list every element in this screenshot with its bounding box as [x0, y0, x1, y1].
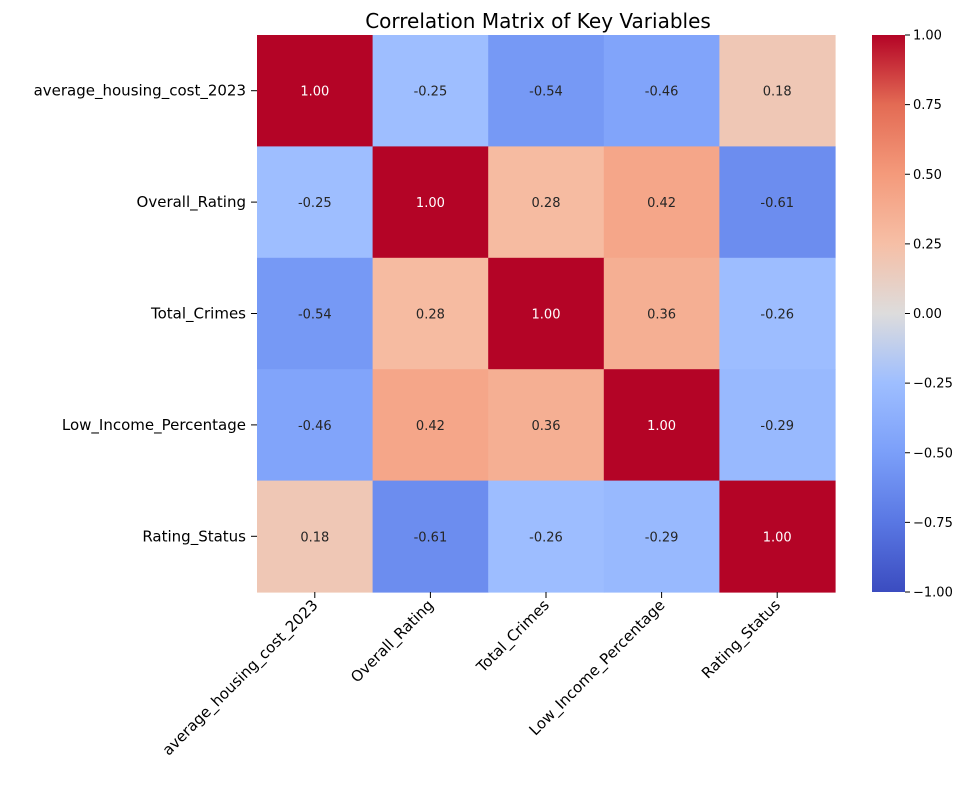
colorbar-tick-label: 0.00	[913, 307, 942, 322]
heatmap-cell	[719, 480, 836, 593]
y-tick-label: Rating_Status	[142, 527, 246, 546]
colorbar-tick-label: 1.00	[913, 29, 942, 44]
cell-value-label: -0.29	[645, 530, 679, 545]
heatmap-cell	[257, 257, 374, 370]
cell-value-label: 0.36	[647, 308, 676, 323]
heatmap-cell	[603, 369, 720, 482]
cell-value-label: 0.18	[300, 530, 329, 545]
heatmap-cell	[719, 35, 836, 147]
cell-value-label: -0.25	[298, 196, 332, 211]
heatmap-cell	[488, 35, 605, 147]
x-tick-label: average_housing_cost_2023	[159, 596, 323, 760]
colorbar-gradient	[872, 35, 905, 592]
heatmap-cell	[603, 35, 720, 147]
cell-value-label: 1.00	[763, 530, 792, 545]
heatmap-cell	[719, 369, 836, 482]
heatmap-cell	[719, 146, 836, 259]
y-tick-label: Overall_Rating	[137, 193, 246, 212]
heatmap-cell	[719, 257, 836, 370]
cell-value-label: -0.26	[760, 308, 794, 323]
heatmap-cell	[257, 480, 374, 593]
heatmap-cell	[257, 369, 374, 482]
chart-title: Correlation Matrix of Key Variables	[365, 9, 711, 33]
cell-value-label: 0.28	[416, 308, 445, 323]
heatmap-cell	[372, 369, 489, 482]
cell-value-label: -0.61	[414, 530, 448, 545]
heatmap-cell	[372, 257, 489, 370]
cell-value-label: -0.61	[760, 196, 794, 211]
x-tick-label: Rating_Status	[698, 596, 785, 683]
cell-value-label: -0.46	[645, 85, 679, 100]
cell-value-label: -0.25	[414, 85, 448, 100]
heatmap-cell	[603, 480, 720, 593]
colorbar-ticks: 1.00 0.75 0.50 0.25 0.00 −0.25 −0.50 −0.75 −1.00	[905, 29, 953, 601]
cell-value-label: 0.42	[647, 196, 676, 211]
heatmap-cell	[488, 257, 605, 370]
cell-value-label: 1.00	[647, 419, 676, 434]
heatmap-cell	[488, 369, 605, 482]
heatmap-cells: 1.00 -0.25 -0.54 -0.46 0.18 -0.25 1.00 0.28 0.42…	[257, 35, 836, 593]
cell-value-label: 0.36	[532, 419, 561, 434]
cell-value-label: -0.46	[298, 419, 332, 434]
heatmap-cell	[603, 257, 720, 370]
heatmap-cell	[257, 146, 374, 259]
cell-value-label: 1.00	[416, 196, 445, 211]
y-tick-label: average_housing_cost_2023	[34, 82, 246, 101]
cell-value-label: 1.00	[300, 85, 329, 100]
heatmap-cell	[372, 35, 489, 147]
cell-value-label: 0.28	[532, 196, 561, 211]
colorbar-tick-label: −0.50	[913, 446, 953, 461]
cell-value-label: 0.18	[763, 85, 792, 100]
colorbar-tick-label: 0.75	[913, 98, 942, 113]
heatmap-cell	[372, 480, 489, 593]
cell-value-label: 0.42	[416, 419, 445, 434]
y-axis-labels: average_housing_cost_2023 Overall_Rating T…	[34, 82, 257, 546]
colorbar-tick-label: −1.00	[913, 586, 953, 601]
colorbar-tick-label: −0.75	[913, 516, 953, 531]
colorbar-tick-label: 0.25	[913, 237, 942, 252]
x-axis-labels: average_housing_cost_2023 Overall_Rating T…	[159, 592, 785, 760]
colorbar-tick-label: −0.25	[913, 377, 953, 392]
colorbar	[872, 35, 905, 592]
colorbar-tick-label: 0.50	[913, 168, 942, 183]
x-tick-label: Low_Income_Percentage	[526, 596, 670, 740]
heatmap-cell	[488, 480, 605, 593]
heatmap-cell	[257, 35, 374, 147]
heatmap-cell	[603, 146, 720, 259]
cell-value-label: -0.26	[529, 530, 563, 545]
heatmap-cell	[488, 146, 605, 259]
cell-value-label: -0.29	[760, 419, 794, 434]
cell-value-label: -0.54	[529, 85, 563, 100]
y-tick-label: Total_Crimes	[150, 305, 246, 324]
x-tick-label: Overall_Rating	[347, 596, 438, 687]
cell-value-label: 1.00	[532, 308, 561, 323]
cell-value-label: -0.54	[298, 308, 332, 323]
heatmap-cell	[372, 146, 489, 259]
y-tick-label: Low_Income_Percentage	[62, 416, 246, 435]
x-tick-label: Total_Crimes	[472, 596, 553, 677]
